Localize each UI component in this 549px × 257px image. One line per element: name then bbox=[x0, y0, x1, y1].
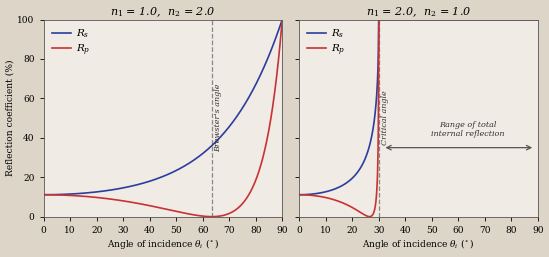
Y-axis label: Reflection coefficient (%): Reflection coefficient (%) bbox=[5, 60, 15, 176]
X-axis label: Angle of incidence $\theta_i$ ($^\circ$): Angle of incidence $\theta_i$ ($^\circ$) bbox=[362, 237, 474, 251]
Text: Range of total
internal reflection: Range of total internal reflection bbox=[430, 121, 504, 138]
X-axis label: Angle of incidence $\theta_i$ ($^\circ$): Angle of incidence $\theta_i$ ($^\circ$) bbox=[107, 237, 219, 251]
Legend: $R_s$, $R_p$: $R_s$, $R_p$ bbox=[304, 25, 349, 61]
Title: $n_1$ = 2.0,  $n_2$ = 1.0: $n_1$ = 2.0, $n_2$ = 1.0 bbox=[366, 6, 471, 19]
Text: Critical angle: Critical angle bbox=[381, 91, 389, 145]
Text: Brewster's angle: Brewster's angle bbox=[214, 84, 222, 152]
Title: $n_1$ = 1.0,  $n_2$ = 2.0: $n_1$ = 1.0, $n_2$ = 2.0 bbox=[110, 6, 216, 19]
Legend: $R_s$, $R_p$: $R_s$, $R_p$ bbox=[49, 25, 93, 61]
